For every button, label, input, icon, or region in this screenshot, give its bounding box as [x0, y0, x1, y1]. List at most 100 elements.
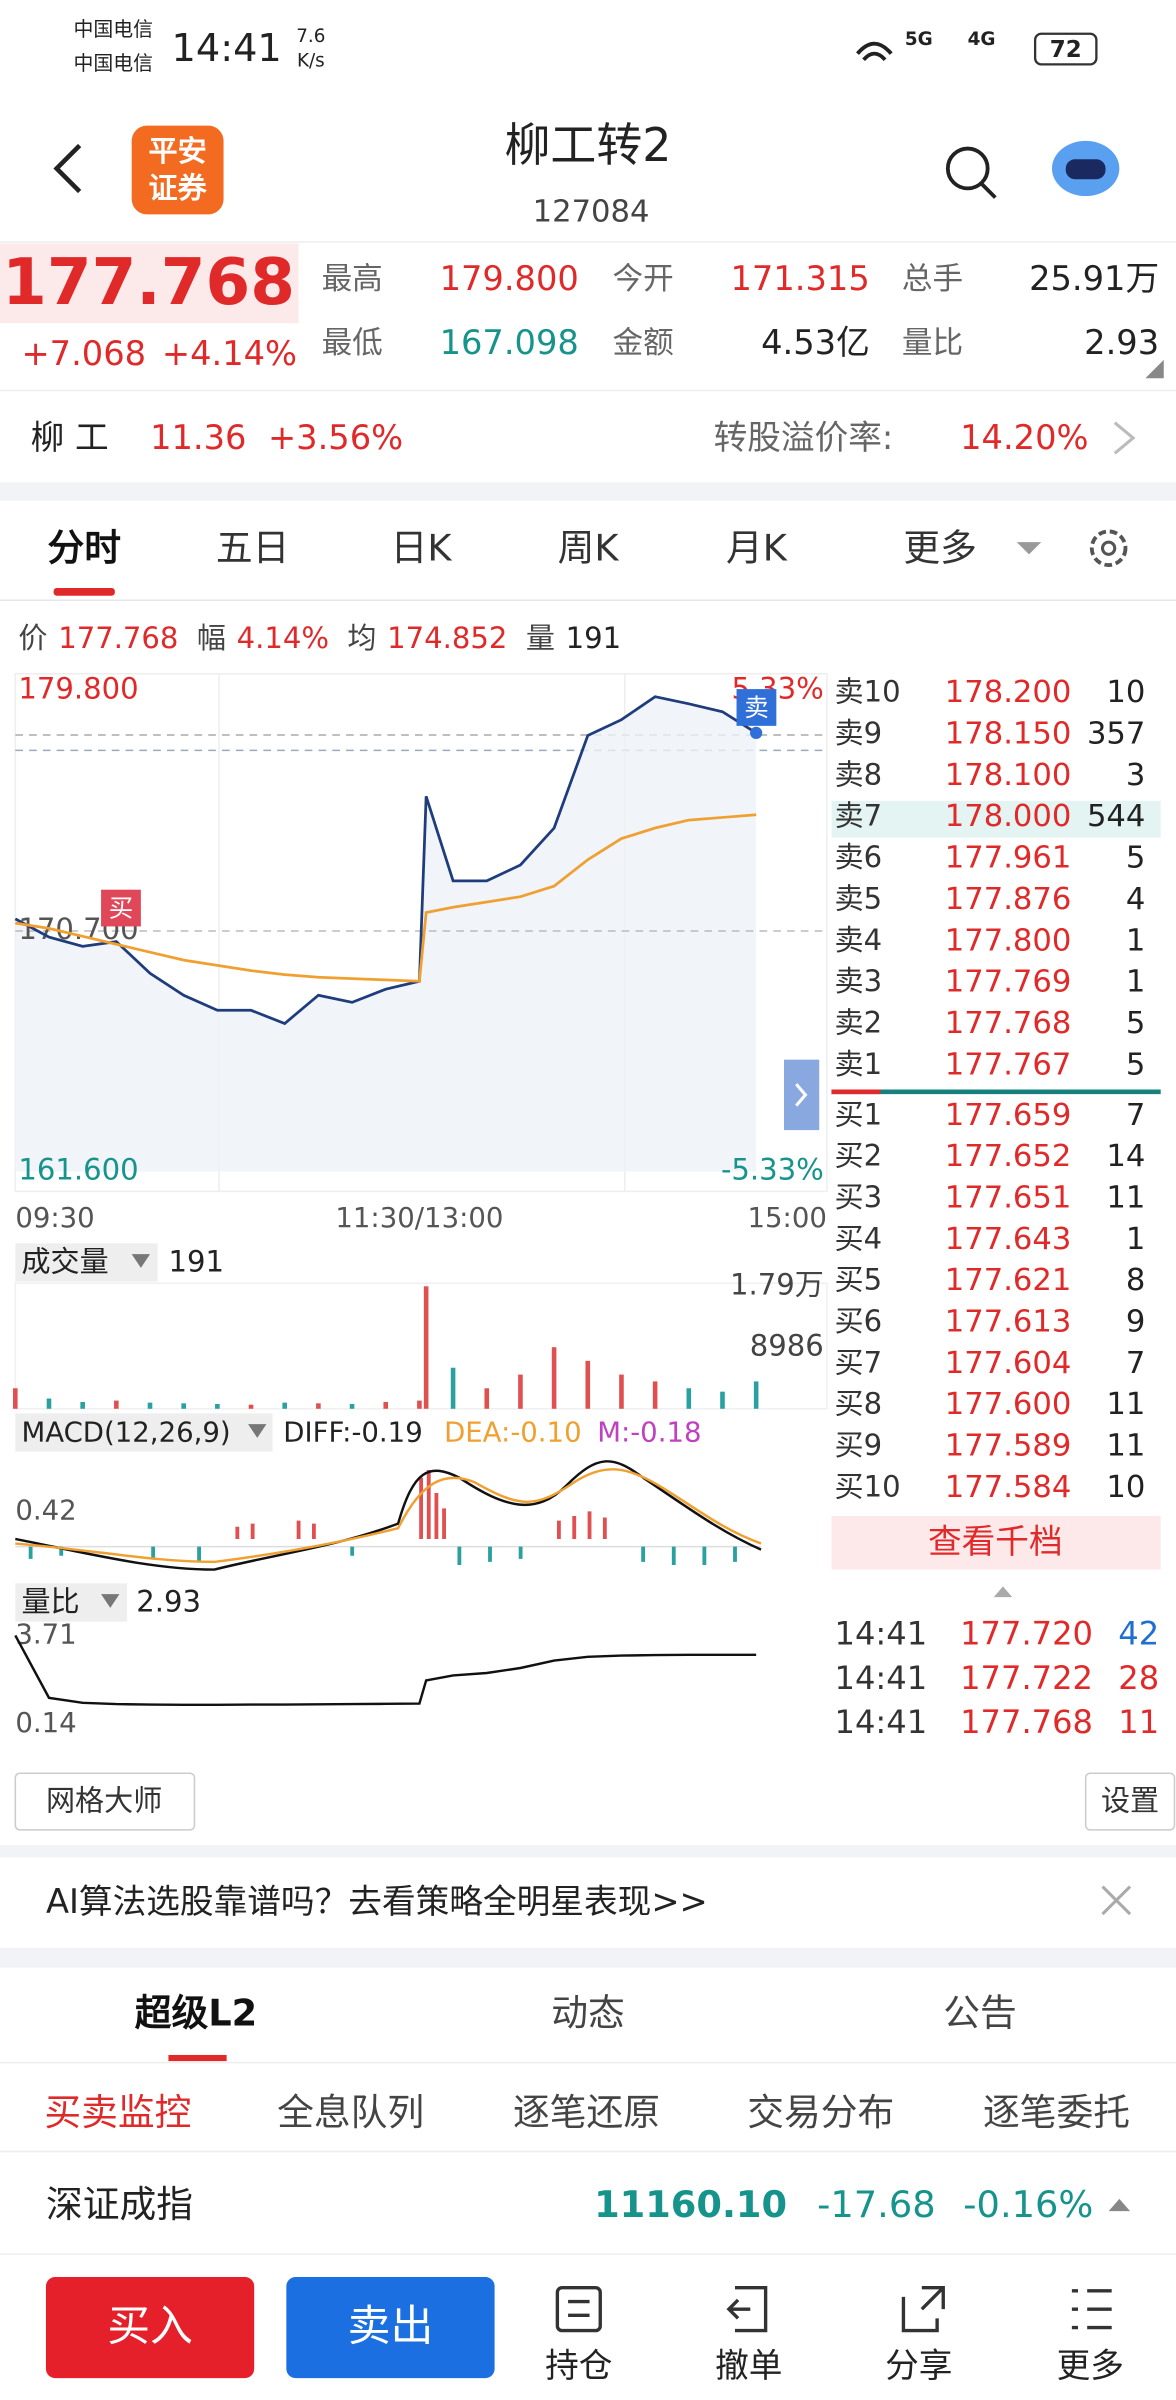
sell-button[interactable] [286, 2277, 495, 2379]
back-icon[interactable] [53, 143, 82, 194]
macd-header[interactable] [15, 1413, 273, 1452]
sub-tab[interactable]: 买卖监控 [44, 2091, 191, 2134]
buy-marker [101, 889, 141, 927]
section-tab[interactable]: 超级L2 [135, 1992, 258, 2035]
collapse-icon[interactable] [993, 1586, 1013, 1598]
orderbook-qty: 10 [1106, 1470, 1145, 1505]
orderbook-label: 卖10 [835, 675, 901, 709]
stat-label: 最高 [322, 262, 383, 297]
tab[interactable]: 日K [391, 526, 453, 569]
orderbook-label: 卖8 [835, 757, 883, 791]
orderbook-price: 177.604 [945, 1346, 1072, 1381]
change-pct: +4.14% [162, 334, 297, 373]
bottom-nav[interactable]: 撤单 [715, 2346, 782, 2385]
more-depth-button[interactable] [831, 1515, 1161, 1570]
settings-button-text[interactable]: 设置 [1101, 1783, 1159, 1817]
separator [0, 482, 1176, 501]
sub-tab[interactable]: 全息队列 [277, 2091, 424, 2134]
volume-header[interactable] [15, 1243, 158, 1282]
tab[interactable]: 周K [558, 526, 620, 569]
orderbook-price: 177.768 [945, 1006, 1072, 1041]
tab-underline [168, 2054, 227, 2062]
buy-button[interactable] [45, 2277, 255, 2379]
orderbook-qty: 5 [1126, 1047, 1145, 1082]
orderbook-price: 177.651 [945, 1181, 1072, 1216]
y-tick-label: 179.800 [18, 672, 138, 706]
expand-button[interactable] [784, 1059, 820, 1131]
orderbook-price: 177.659 [945, 1098, 1072, 1133]
change: +7.068 [21, 334, 146, 373]
search-icon[interactable] [945, 146, 990, 191]
orderbook-label: 卖9 [835, 716, 883, 750]
bottom-nav[interactable]: 分享 [885, 2346, 952, 2385]
orderbook-label: 买6 [835, 1304, 883, 1338]
stat-label: 金额 [613, 326, 674, 361]
trade-qty: 42 [1118, 1614, 1159, 1652]
tab-underline [53, 588, 115, 596]
orderbook-label: 卖6 [835, 840, 883, 874]
stat-value: 179.800 [440, 259, 579, 298]
section-tab[interactable]: 动态 [551, 1992, 625, 2035]
net-speed: K/s [297, 50, 325, 71]
orderbook-price: 177.769 [945, 965, 1072, 1000]
orderbook-label: 买8 [835, 1387, 883, 1421]
orderbook-qty: 3 [1126, 758, 1145, 793]
sub-tab[interactable]: 交易分布 [747, 2091, 894, 2134]
volume-bar [349, 1403, 355, 1409]
orderbook-price: 177.600 [945, 1387, 1072, 1422]
bottom-nav[interactable]: 更多 [1057, 2346, 1124, 2385]
orderbook-price: 177.613 [945, 1305, 1072, 1340]
trade-time: 14:41 [835, 1614, 928, 1652]
tab[interactable]: 更多 [903, 526, 977, 569]
info-value: 174.852 [387, 621, 507, 655]
section-tab[interactable]: 公告 [943, 1992, 1017, 2035]
network: 4G [968, 29, 996, 50]
orderbook-qty: 5 [1126, 841, 1145, 876]
dropdown-icon[interactable] [1016, 542, 1042, 555]
sub-tab[interactable]: 逐笔委托 [983, 2091, 1130, 2134]
average-line [15, 813, 757, 983]
orderbook-price: 177.800 [945, 923, 1072, 958]
orderbook-price: 177.961 [945, 841, 1072, 876]
ratio-label: 量比 [21, 1584, 79, 1618]
index-pct: -0.16% [963, 2183, 1093, 2226]
battery: 72 [1050, 37, 1082, 63]
bottom-nav[interactable]: 持仓 [545, 2346, 612, 2385]
carrier: 中国电信 [74, 52, 154, 75]
price-line [14, 695, 757, 1026]
orderbook-price: 178.100 [945, 758, 1072, 793]
orderbook-qty: 11 [1106, 1181, 1145, 1216]
orderbook-qty: 544 [1087, 799, 1145, 834]
sub-tab[interactable]: 逐笔还原 [513, 2091, 660, 2134]
more-depth-text[interactable]: 查看千档 [928, 1522, 1063, 1561]
ratio-tick-label: 0.14 [15, 1707, 76, 1739]
settings-button[interactable] [1084, 1772, 1176, 1831]
settings-icon[interactable] [1089, 529, 1128, 567]
buy-text[interactable]: 买入 [107, 2302, 193, 2352]
tab[interactable]: 分时 [47, 526, 121, 569]
orderbook-qty: 4 [1126, 882, 1145, 917]
orderbook-price: 177.643 [945, 1222, 1072, 1257]
chevron[interactable] [1113, 421, 1136, 455]
volume-bar [383, 1401, 389, 1409]
close-icon[interactable] [1101, 1885, 1132, 1916]
orderbook-qty: 7 [1126, 1346, 1145, 1381]
ad-text[interactable]: AI算法选股靠谱吗？去看策略全明星表现>> [46, 1882, 708, 1921]
orderbook-qty: 1 [1126, 965, 1145, 1000]
grid-button[interactable] [14, 1772, 196, 1831]
volume-bar [652, 1381, 658, 1409]
expand-icon[interactable] [1108, 2198, 1131, 2212]
orderbook-qty: 8 [1126, 1263, 1145, 1298]
tab[interactable]: 五日 [216, 526, 290, 569]
grid-button-text[interactable]: 网格大师 [46, 1783, 162, 1817]
tab[interactable]: 月K [726, 526, 788, 569]
trade-price: 177.768 [960, 1703, 1093, 1741]
orderbook-price: 178.150 [945, 717, 1072, 752]
orderbook-price: 177.652 [945, 1139, 1072, 1174]
volume-bar [686, 1388, 692, 1409]
sell-text[interactable]: 卖出 [348, 2302, 434, 2352]
macd-diff: DIFF:-0.19 [283, 1416, 422, 1448]
stat-value: 171.315 [731, 259, 870, 298]
